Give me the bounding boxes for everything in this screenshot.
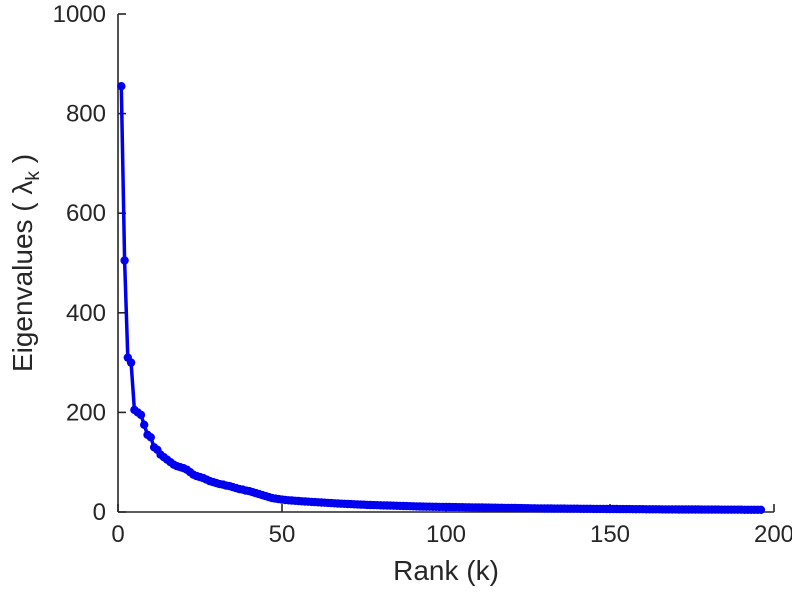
x-tick-label: 0 bbox=[111, 521, 124, 548]
series-marker-eigenvalues bbox=[120, 256, 129, 265]
x-tick-label: 50 bbox=[269, 521, 296, 548]
series-marker-eigenvalues bbox=[117, 82, 126, 91]
y-axis-label-prefix: Eigenvalues ( bbox=[7, 194, 39, 373]
y-tick-label: 200 bbox=[66, 399, 106, 426]
y-tick-label: 600 bbox=[66, 200, 106, 227]
series-marker-eigenvalues bbox=[140, 420, 149, 429]
series-marker-eigenvalues bbox=[126, 358, 136, 367]
x-tick-label: 150 bbox=[590, 521, 630, 548]
series-line-eigenvalues bbox=[119, 86, 761, 512]
y-axis-label: Eigenvalues ( λk ) bbox=[7, 154, 45, 372]
y-tick-label: 800 bbox=[66, 101, 106, 128]
lambda-subscript: k bbox=[22, 171, 44, 181]
series-marker-eigenvalues bbox=[146, 433, 155, 442]
y-tick-label: 1000 bbox=[53, 1, 106, 28]
series-marker-eigenvalues bbox=[756, 505, 766, 514]
y-tick-label: 400 bbox=[66, 300, 106, 327]
y-axis-label-suffix: ) bbox=[7, 153, 39, 172]
lambda-symbol: λ bbox=[7, 180, 39, 195]
y-tick-label: 0 bbox=[93, 499, 106, 526]
x-axis-label: Rank (k) bbox=[393, 555, 499, 586]
series-marker-eigenvalues bbox=[136, 410, 146, 420]
x-tick-label: 200 bbox=[754, 521, 792, 548]
x-tick-label: 100 bbox=[426, 521, 466, 548]
